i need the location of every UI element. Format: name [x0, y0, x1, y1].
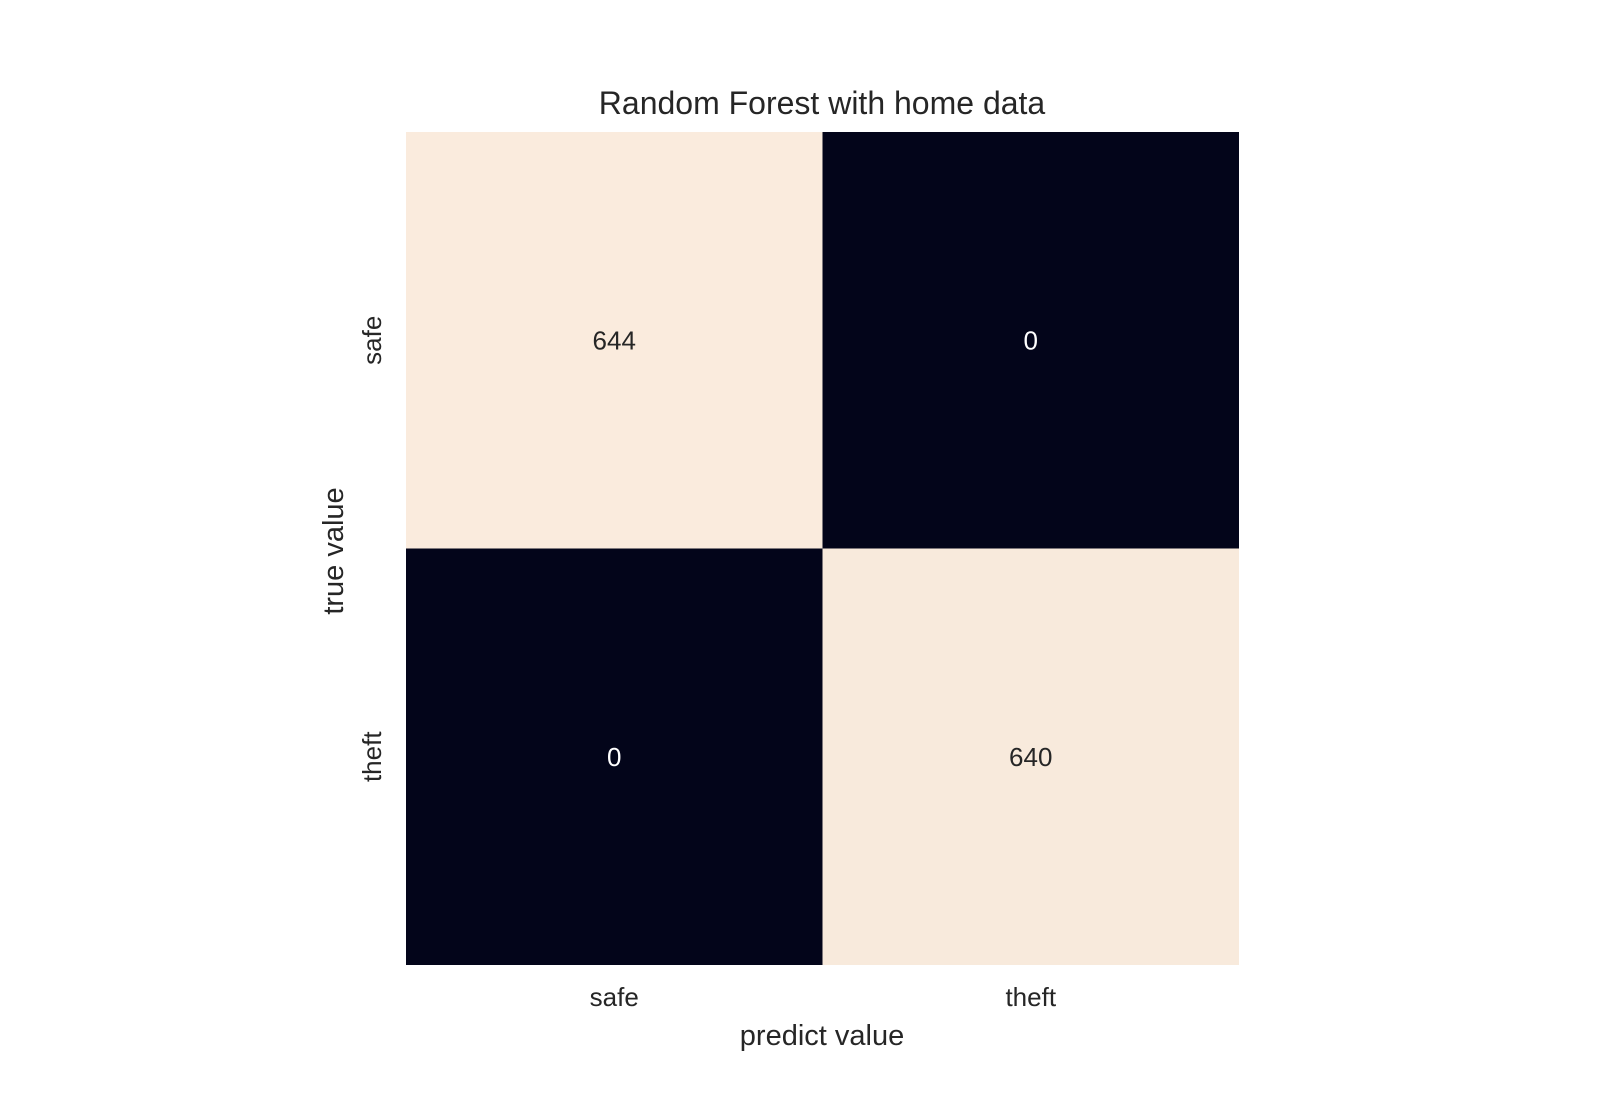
cell-value-label-theft-safe: 0	[607, 742, 621, 772]
x-tick-label-safe: safe	[590, 982, 639, 1012]
x-tick-labels: safe theft	[590, 982, 1057, 1012]
x-axis-label: predict value	[740, 1020, 904, 1052]
x-tick-label-theft: theft	[1005, 982, 1056, 1012]
y-tick-label-theft: theft	[357, 731, 387, 782]
cell-value-label-safe-safe: 644	[593, 325, 636, 355]
heatmap-cell-theft-theft	[822, 548, 1239, 965]
cell-value-label-theft-theft: 640	[1009, 742, 1052, 772]
cell-value-label-safe-theft: 0	[1024, 325, 1038, 355]
heatmap-cell-labels: 644 0 0 640	[593, 325, 1053, 772]
heatmap-cell-safe-safe	[406, 132, 823, 549]
heatmap-cell-safe-theft	[822, 132, 1239, 549]
chart-title: Random Forest with home data	[599, 85, 1046, 121]
heatmap-cell-theft-safe	[406, 548, 823, 965]
y-axis-label: true value	[318, 487, 350, 614]
y-tick-labels: safe theft	[357, 316, 387, 782]
heatmap-cells	[406, 132, 1239, 965]
y-tick-label-safe: safe	[357, 316, 387, 365]
